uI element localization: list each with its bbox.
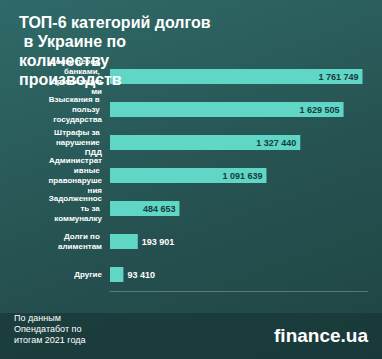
svg-text:Штрафы за: Штрафы за: [54, 128, 102, 137]
svg-text:По данным: По данным: [14, 313, 63, 323]
svg-text:finance.ua: finance.ua: [274, 325, 368, 346]
svg-text:ТОП-6 категорий долгов: ТОП-6 категорий долгов: [19, 14, 211, 31]
svg-text:1 761 749: 1 761 749: [318, 72, 358, 82]
svg-text:государства: государства: [53, 115, 102, 124]
svg-text:правонаруше: правонаруше: [49, 176, 103, 185]
svg-text:ПДД: ПДД: [84, 148, 102, 157]
svg-text:484 653: 484 653: [143, 204, 176, 214]
svg-text:Другие: Другие: [74, 270, 102, 279]
svg-text:в Украине по: в Украине по: [19, 33, 130, 50]
svg-text:коммуналку: коммуналку: [54, 214, 102, 223]
svg-text:ния: ния: [87, 186, 102, 195]
svg-text:Взыскания в: Взыскания в: [49, 95, 102, 104]
svg-text:Администрат: Администрат: [49, 156, 102, 165]
svg-text:производств: производств: [19, 71, 122, 88]
svg-text:Опендатабот по: Опендатабот по: [14, 324, 84, 334]
svg-text:ть за: ть за: [80, 204, 102, 213]
svg-text:93 410: 93 410: [127, 270, 155, 280]
svg-text:итогам 2021 года: итогам 2021 года: [14, 335, 86, 345]
svg-text:1 629 505: 1 629 505: [300, 105, 340, 115]
svg-text:193 901: 193 901: [142, 237, 175, 247]
svg-text:Долги по: Долги по: [64, 232, 102, 241]
svg-text:ми: ми: [91, 87, 102, 96]
svg-text:ивные: ивные: [74, 166, 102, 175]
svg-text:пользу: пользу: [72, 105, 102, 114]
svg-text:количеству: количеству: [19, 52, 114, 69]
svg-text:1 091 639: 1 091 639: [222, 171, 262, 181]
svg-text:алиментам: алиментам: [58, 242, 102, 251]
svg-text:нарушение: нарушение: [56, 138, 102, 147]
svg-text:Задолженнос: Задолженнос: [49, 194, 103, 203]
svg-text:1 327 440: 1 327 440: [256, 138, 296, 148]
